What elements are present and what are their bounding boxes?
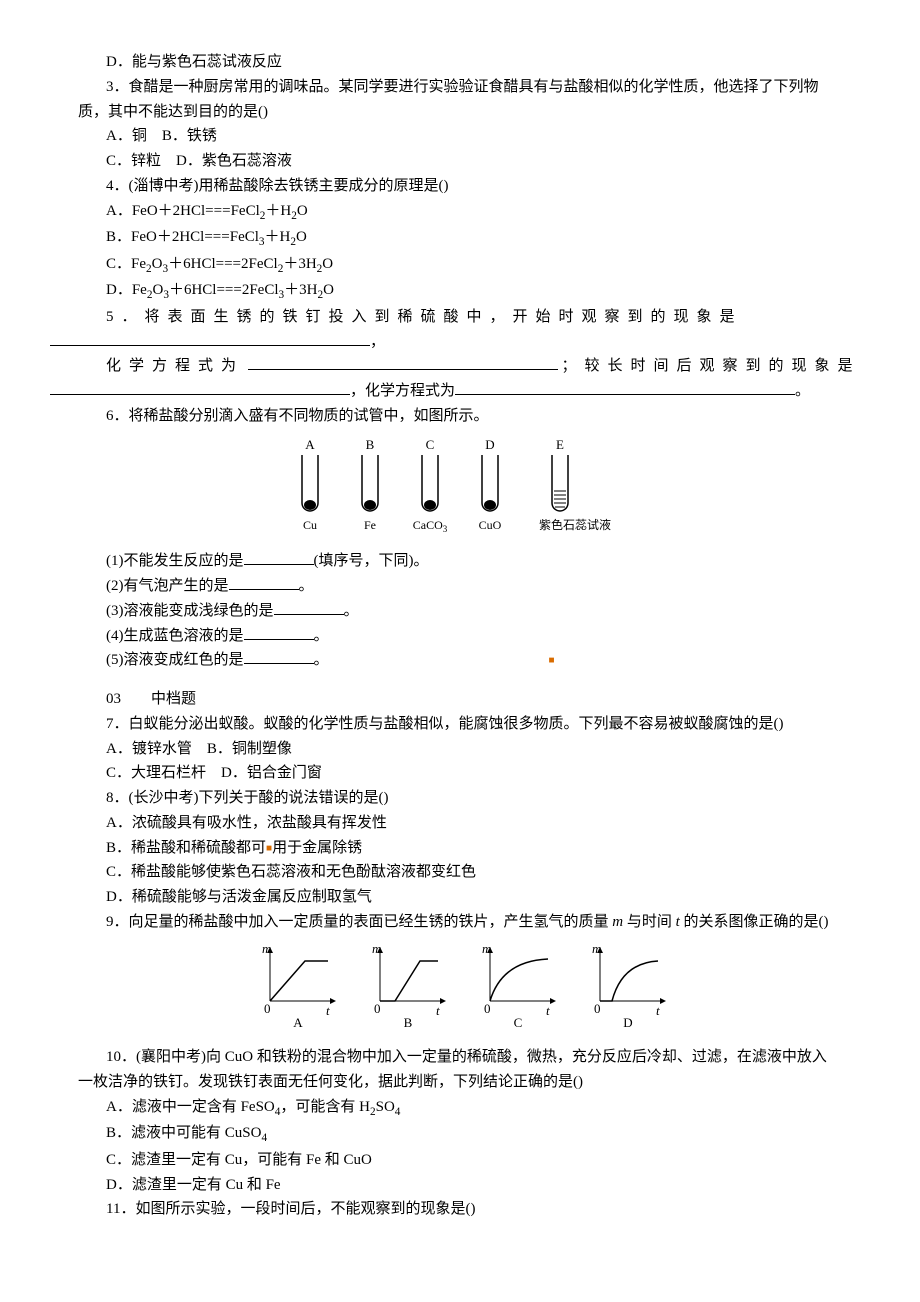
q3-stem-line2: 质，其中不能达到目的的是() xyxy=(50,100,870,125)
q9-charts: m 0 t A m 0 t B m xyxy=(50,941,870,1040)
q8-option-b: B．稀盐酸和稀硫酸都可■用于金属除锈 xyxy=(50,836,870,861)
text: D．Fe xyxy=(106,282,147,298)
q6-stem: 6．将稀盐酸分别滴入盛有不同物质的试管中，如图所示。 xyxy=(50,404,870,429)
chart-a: m 0 t A xyxy=(262,941,336,1030)
chart-d: m 0 t D xyxy=(592,941,666,1030)
tube-c-content xyxy=(424,500,436,510)
q10-stem-line1: 10．(襄阳中考)向 CuO 和铁粉的混合物中加入一定量的稀硫酸，微热，充分反应… xyxy=(50,1045,870,1070)
svg-text:0: 0 xyxy=(594,1001,601,1016)
chart-c: m 0 t C xyxy=(482,941,556,1030)
svg-text:D: D xyxy=(623,1015,632,1030)
q7-option-ab: A．镀锌水管 B．铜制塑像 xyxy=(50,737,870,762)
svg-text:t: t xyxy=(546,1003,550,1018)
q6-sub2: (2)有气泡产生的是。 xyxy=(50,574,870,599)
q4-stem: 4．(淄博中考)用稀盐酸除去铁锈主要成分的原理是() xyxy=(50,174,870,199)
q3-stem-line1: 3．食醋是一种厨房常用的调味品。某同学要进行实验验证食醋具有与盐酸相似的化学性质… xyxy=(50,75,870,100)
tube-label-b: B xyxy=(366,437,375,452)
q4-option-b: B．FeO＋2HCl===FeCl3＋H2O xyxy=(50,225,870,252)
q6-sub4: (4)生成蓝色溶液的是。 xyxy=(50,624,870,649)
tube-label-c: C xyxy=(426,437,435,452)
q8-option-d: D．稀硫酸能够与活泼金属反应制取氢气 xyxy=(50,885,870,910)
text: A．FeO＋2HCl xyxy=(106,203,205,219)
equal-sign: === xyxy=(216,282,241,298)
text: C．Fe xyxy=(106,256,146,272)
text: ＋H xyxy=(265,203,291,219)
q10-option-d: D．滤渣里一定有 Cu 和 Fe xyxy=(50,1173,870,1198)
tube-label-d: D xyxy=(485,437,494,452)
tube-label-a: A xyxy=(305,437,315,452)
tube-bottom-d: CuO xyxy=(479,518,502,532)
q8-option-a: A．浓硫酸具有吸水性，浓盐酸具有挥发性 xyxy=(50,811,870,836)
q5-line2: ， xyxy=(50,330,870,355)
text: B．FeO＋2HCl xyxy=(106,229,204,245)
svg-text:0: 0 xyxy=(484,1001,491,1016)
svg-text:A: A xyxy=(293,1015,303,1030)
q8-stem: 8．(长沙中考)下列关于酸的说法错误的是() xyxy=(50,786,870,811)
svg-text:t: t xyxy=(326,1003,330,1018)
svg-text:C: C xyxy=(514,1015,523,1030)
tube-bottom-c: CaCO3 xyxy=(413,518,448,534)
chart-b: m 0 t B xyxy=(372,941,446,1030)
q10-stem-line2: 一枚洁净的铁钉。发现铁钉表面无任何变化，据此判断，下列结论正确的是() xyxy=(50,1070,870,1095)
svg-text:B: B xyxy=(404,1015,413,1030)
q7-option-cd: C．大理石栏杆 D．铝合金门窗 xyxy=(50,761,870,786)
q3-option-cd: C．锌粒 D．紫色石蕊溶液 xyxy=(50,149,870,174)
q5-line4: ，化学方程式为。 xyxy=(50,379,870,404)
svg-text:t: t xyxy=(656,1003,660,1018)
tube-label-e: E xyxy=(556,437,564,452)
test-tube-figure: A B C D E Cu Fe CaCO3 CuO 紫色石蕊试液 xyxy=(50,435,870,544)
tube-e-content xyxy=(554,491,566,507)
q4-option-d: D．Fe2O3＋6HCl===2FeCl3＋3H2O xyxy=(50,278,870,305)
text: FeCl xyxy=(231,203,260,219)
q7-stem: 7．白蚁能分泌出蚁酸。蚁酸的化学性质与盐酸相似，能腐蚀很多物质。下列最不容易被蚁… xyxy=(50,712,870,737)
q11-stem: 11．如图所示实验，一段时间后，不能观察到的现象是() xyxy=(50,1197,870,1222)
text: ＋H xyxy=(265,229,291,245)
tube-d-content xyxy=(484,500,496,510)
q6-sub3: (3)溶液能变成浅绿色的是。 xyxy=(50,599,870,624)
q4-option-a: A．FeO＋2HCl===FeCl2＋H2O xyxy=(50,199,870,226)
equal-sign: === xyxy=(205,203,230,219)
equal-sign: === xyxy=(216,256,241,272)
svg-text:0: 0 xyxy=(264,1001,271,1016)
q6-sub1: (1)不能发生反应的是(填序号，下同)。 xyxy=(50,549,870,574)
tube-bottom-e: 紫色石蕊试液 xyxy=(539,517,611,532)
equal-sign: === xyxy=(204,229,229,245)
q10-option-b: B．滤液中可能有 CuSO4 xyxy=(50,1121,870,1148)
q5-line1: 5．将表面生锈的铁钉投入到稀硫酸中，开始时观察到的现象是 xyxy=(50,305,870,330)
q6-sub5: (5)溶液变成红色的是。■ xyxy=(50,648,870,673)
q4-option-c: C．Fe2O3＋6HCl===2FeCl2＋3H2O xyxy=(50,252,870,279)
tube-bottom-b: Fe xyxy=(364,518,376,532)
q10-option-a: A．滤液中一定含有 FeSO4，可能含有 H2SO4 xyxy=(50,1095,870,1122)
tube-b-content xyxy=(364,500,376,510)
section-03-header: 03 中档题 xyxy=(50,687,870,712)
text: FeCl xyxy=(230,229,259,245)
tube-a-content xyxy=(304,500,316,510)
q3-option-ab: A．铜 B．铁锈 xyxy=(50,124,870,149)
q5-line3: 化学方程式为 ；较长时间后观察到的现象是 xyxy=(50,354,870,379)
orange-marker-icon: ■ xyxy=(549,655,555,666)
svg-text:0: 0 xyxy=(374,1001,381,1016)
q9-stem: 9．向足量的稀盐酸中加入一定质量的表面已经生锈的铁片，产生氢气的质量 m 与时间… xyxy=(50,910,870,935)
svg-text:t: t xyxy=(436,1003,440,1018)
q2-option-d: D．能与紫色石蕊试液反应 xyxy=(50,50,870,75)
q10-option-c: C．滤渣里一定有 Cu，可能有 Fe 和 CuO xyxy=(50,1148,870,1173)
tube-bottom-a: Cu xyxy=(303,518,317,532)
q8-option-c: C．稀盐酸能够使紫色石蕊溶液和无色酚酞溶液都变红色 xyxy=(50,860,870,885)
